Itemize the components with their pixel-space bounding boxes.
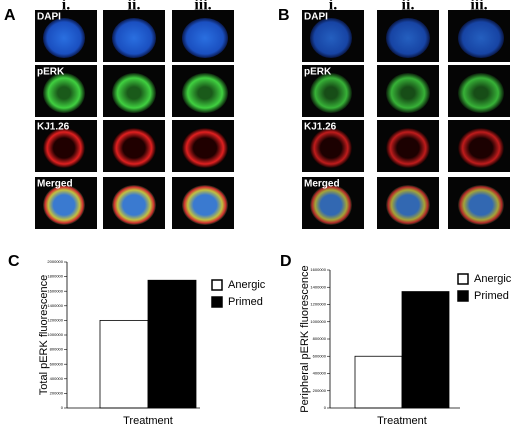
row-label: Merged [37, 179, 73, 190]
panel-label: A [4, 7, 16, 24]
y-tick-label: 1000000 [47, 332, 63, 337]
y-tick-label: 1600000 [310, 267, 326, 272]
cell [310, 185, 352, 225]
y-tick-label: 600000 [313, 353, 327, 358]
y-tick-label: 1200000 [310, 302, 326, 307]
x-axis-label: Treatment [123, 415, 173, 427]
x-axis-label: Treatment [377, 415, 427, 427]
y-axis-label: Total pERK fluorescence [38, 275, 50, 395]
panel-label: C [8, 253, 20, 270]
cell [43, 73, 85, 113]
bar [99, 319, 149, 409]
legend-label: Primed [474, 290, 509, 302]
cell [310, 73, 352, 113]
row-label: pERK [304, 67, 332, 78]
cell [310, 128, 352, 168]
row-label: DAPI [304, 12, 328, 23]
cell [112, 73, 156, 113]
y-tick-label: 800000 [313, 336, 327, 341]
cell [386, 73, 430, 113]
cell [43, 18, 85, 58]
legend-label: Anergic [474, 273, 512, 285]
row-label: KJ1.26 [304, 122, 337, 133]
bar [354, 355, 403, 409]
cell [458, 18, 504, 58]
y-tick-label: 400000 [50, 376, 64, 381]
cell [112, 185, 156, 225]
legend-swatch [211, 279, 223, 291]
cell [112, 18, 156, 58]
y-tick-label: 200000 [313, 388, 327, 393]
row-label: KJ1.26 [37, 122, 70, 133]
row-label: pERK [37, 67, 65, 78]
y-tick-label: 0 [61, 405, 64, 410]
y-tick-label: 200000 [50, 390, 64, 395]
legend-swatch [457, 273, 469, 285]
row-label: DAPI [37, 12, 61, 23]
legend-swatch [457, 290, 469, 302]
row-label: Merged [304, 179, 340, 190]
column-label: i. [62, 0, 70, 14]
bar [401, 291, 450, 409]
cell [182, 73, 228, 113]
cell [386, 128, 430, 168]
y-tick-label: 1600000 [47, 288, 63, 293]
cell [458, 185, 504, 225]
y-tick-label: 1400000 [47, 303, 63, 308]
y-tick-label: 1000000 [310, 319, 326, 324]
y-tick-label: 600000 [50, 361, 64, 366]
bar [147, 279, 197, 409]
y-tick-label: 400000 [313, 371, 327, 376]
legend-label: Anergic [228, 279, 266, 291]
y-tick-label: 0 [324, 405, 327, 410]
cell [386, 18, 430, 58]
cell [43, 128, 85, 168]
legend-label: Primed [228, 296, 263, 308]
cell [43, 185, 85, 225]
column-label: i. [329, 0, 337, 14]
cell [310, 18, 352, 58]
panel-label: B [278, 7, 290, 24]
y-axis-label: Peripheral pERK fluorescence [299, 265, 311, 412]
y-tick-label: 1200000 [47, 317, 63, 322]
cell [182, 18, 228, 58]
cell [182, 185, 228, 225]
panel-label: D [280, 253, 292, 270]
cell [182, 128, 228, 168]
legend-swatch [211, 296, 223, 308]
cell [112, 128, 156, 168]
y-tick-label: 1400000 [310, 284, 326, 289]
cell [458, 128, 504, 168]
cell [458, 73, 504, 113]
y-tick-label: 1800000 [47, 274, 63, 279]
cell [386, 185, 430, 225]
y-tick-label: 800000 [50, 347, 64, 352]
y-tick-label: 2000000 [47, 259, 63, 264]
